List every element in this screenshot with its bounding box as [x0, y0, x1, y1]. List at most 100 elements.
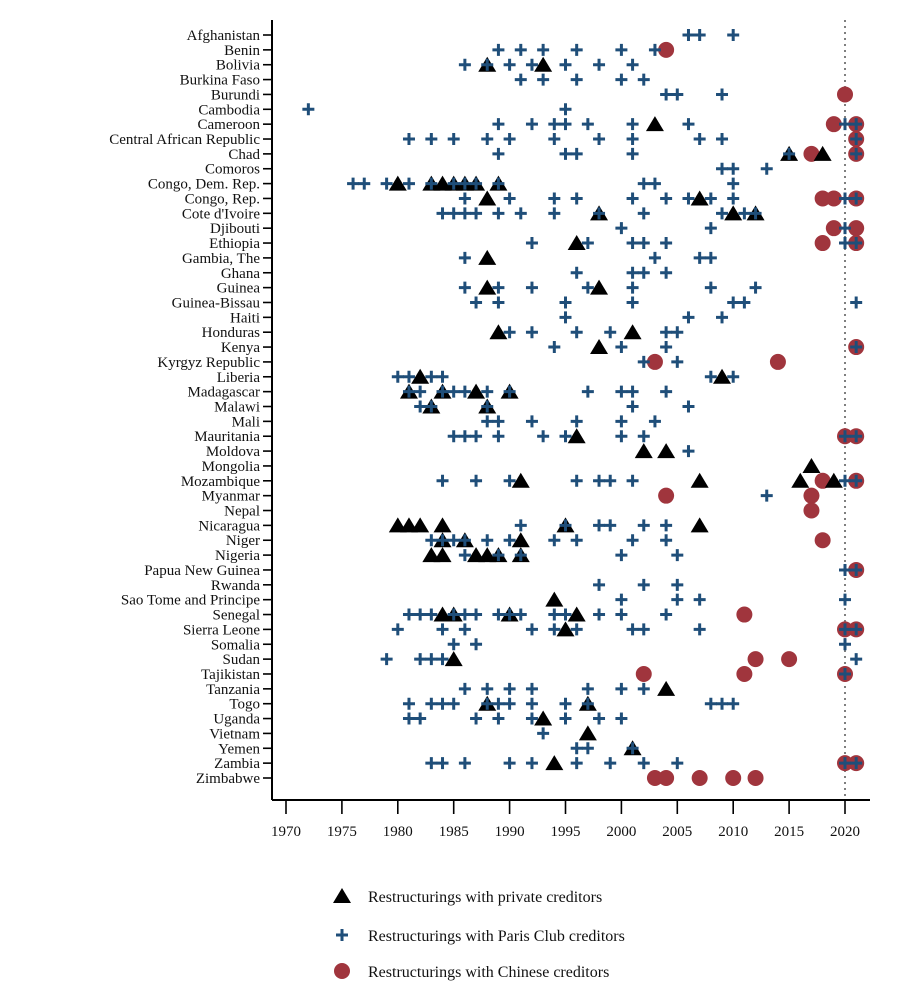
paris-club-point: [559, 608, 572, 621]
country-label: Mongolia: [202, 459, 261, 475]
paris-club-point: [716, 311, 729, 324]
paris-club-point: [660, 266, 673, 279]
paris-club-point: [850, 757, 863, 770]
x-tick-label: 2010: [718, 824, 748, 840]
paris-club-point: [436, 474, 449, 487]
paris-club-point: [525, 757, 538, 770]
paris-club-point: [850, 133, 863, 146]
paris-club-point: [570, 623, 583, 636]
paris-club-point: [581, 697, 594, 710]
paris-club-point: [402, 608, 415, 621]
paris-club-point: [704, 222, 717, 235]
chinese-creditor-point: [814, 532, 831, 549]
x-tick-label: 2015: [774, 824, 804, 840]
country-label: Honduras: [202, 325, 260, 341]
paris-club-point: [727, 370, 740, 383]
paris-club-point: [525, 697, 538, 710]
paris-club-point: [525, 58, 538, 71]
paris-club-point: [481, 133, 494, 146]
paris-club-point: [447, 608, 460, 621]
paris-club-point: [525, 326, 538, 339]
private-creditor-point: [411, 368, 430, 384]
paris-club-point: [716, 88, 729, 101]
paris-club-point: [503, 697, 516, 710]
paris-club-point: [626, 118, 639, 131]
paris-club-point: [839, 474, 851, 487]
paris-club-point: [470, 712, 483, 725]
paris-club-point: [637, 73, 650, 86]
paris-club-point: [380, 653, 393, 666]
country-label: Moldova: [206, 444, 261, 460]
paris-club-point: [749, 281, 762, 294]
chinese-creditor-point: [658, 770, 675, 786]
paris-club-point: [615, 608, 628, 621]
year-tick-labels: 1970 1975 1980 1985 1990 1995 2000 2005 2010 2015…: [271, 824, 860, 840]
paris-club-point: [425, 133, 438, 146]
paris-club-point: [514, 608, 527, 621]
private-creditor-point: [545, 591, 564, 607]
country-label: Cameroon: [198, 117, 261, 133]
x-tick-label: 1995: [551, 824, 581, 840]
paris-club-point: [570, 474, 583, 487]
country-label: Guinea: [217, 281, 261, 297]
paris-club-point: [492, 281, 505, 294]
paris-club-point: [525, 682, 538, 695]
private-creditor-point: [556, 621, 575, 637]
country-label: Vietnam: [209, 726, 260, 742]
paris-club-point: [626, 133, 639, 146]
paris-club-point: [626, 296, 639, 309]
paris-club-point: [593, 474, 606, 487]
country-label: Rwanda: [211, 578, 260, 594]
paris-club-point: [503, 133, 516, 146]
paris-club-point: [626, 534, 639, 547]
country-label: Benin: [224, 43, 260, 59]
paris-club-point: [850, 118, 863, 131]
country-label: Cambodia: [198, 102, 260, 118]
country-label: Mali: [232, 414, 260, 430]
paris-club-point: [593, 133, 606, 146]
chinese-creditor-point: [747, 651, 764, 668]
private-creditor-point: [411, 517, 430, 533]
paris-club-point: [581, 118, 594, 131]
legend-plus-icon: [336, 929, 348, 941]
paris-club-point: [570, 73, 583, 86]
paris-club-point: [514, 207, 527, 220]
country-label: Haiti: [230, 310, 260, 326]
paris-club-point: [447, 638, 460, 651]
paris-club-point: [492, 296, 505, 309]
paris-club-point: [626, 192, 639, 205]
paris-club-point: [425, 653, 438, 666]
paris-club-point: [839, 563, 851, 576]
paris-club-point: [839, 623, 851, 636]
paris-club-point: [660, 192, 673, 205]
chinese-creditor-point: [635, 665, 652, 682]
paris-club-point: [503, 58, 516, 71]
private-creditor-point: [713, 368, 732, 384]
x-tick-label: 1975: [327, 824, 357, 840]
paris-club-point: [760, 489, 773, 502]
paris-club-point: [548, 608, 561, 621]
chinese-creditor-point: [814, 235, 831, 252]
paris-club-point: [425, 757, 438, 770]
paris-club-point: [637, 623, 650, 636]
paris-club-point: [492, 697, 505, 710]
private-creditor-point: [791, 472, 810, 488]
paris-club-point: [704, 192, 717, 205]
paris-club-point: [839, 222, 851, 235]
paris-club-point: [581, 281, 594, 294]
paris-club-point: [503, 474, 516, 487]
chinese-creditor-point: [825, 220, 842, 237]
private-creditor-point: [478, 249, 497, 265]
x-tick-label: 1980: [383, 824, 413, 840]
paris-club-point: [458, 430, 471, 443]
paris-club-point: [704, 281, 717, 294]
private-creditor-point: [824, 472, 843, 488]
paris-club-point: [525, 712, 538, 725]
country-label: Senegal: [213, 608, 260, 624]
legend-triangle-icon: [333, 888, 351, 903]
paris-club-point: [458, 207, 471, 220]
paris-club-point: [514, 73, 527, 86]
chinese-creditor-point: [803, 502, 820, 519]
